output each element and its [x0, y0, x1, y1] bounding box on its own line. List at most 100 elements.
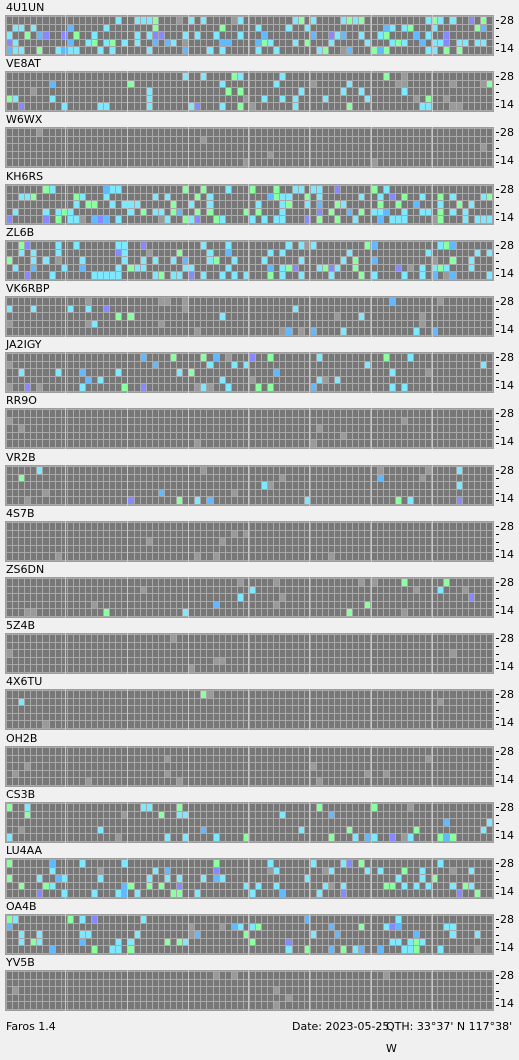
grid-cell	[50, 32, 55, 39]
grid-cell	[195, 594, 200, 601]
grid-cell	[359, 665, 364, 672]
grid-cell	[128, 306, 133, 313]
grid-cell	[135, 490, 140, 497]
grid-cell	[177, 159, 182, 166]
grid-cell	[323, 377, 328, 384]
grid-cell	[201, 425, 206, 432]
grid-cell	[365, 425, 370, 432]
grid-cell	[371, 129, 376, 136]
grid-cell	[317, 250, 322, 257]
grid-cell	[268, 88, 273, 95]
grid-cell	[341, 635, 346, 642]
grid-cell	[444, 306, 449, 313]
grid-cell	[147, 73, 152, 80]
grid-cell	[262, 40, 267, 47]
grid-cell	[43, 354, 48, 361]
grid-cell	[280, 328, 285, 335]
grid-cell	[299, 553, 304, 560]
grid-cell	[128, 194, 133, 201]
grid-cell	[214, 377, 219, 384]
grid-cell	[323, 538, 328, 545]
grid-cell	[141, 272, 146, 279]
grid-cell	[171, 242, 176, 249]
grid-cell	[7, 482, 12, 489]
grid-cell	[31, 216, 36, 223]
grid-cell	[317, 594, 322, 601]
grid-cell	[359, 658, 364, 665]
grid-cell	[74, 201, 79, 208]
grid-cell	[359, 129, 364, 136]
grid-cell	[317, 242, 322, 249]
station-callsign: VE8AT	[6, 57, 41, 70]
grid-cell	[214, 40, 219, 47]
grid-cell	[481, 103, 486, 110]
grid-cell	[463, 665, 468, 672]
grid-cell	[274, 594, 279, 601]
grid-cell	[56, 257, 61, 264]
grid-cell	[195, 25, 200, 32]
grid-cell	[135, 497, 140, 504]
grid-cell	[408, 306, 413, 313]
grid-cell	[268, 216, 273, 223]
grid-cell	[280, 643, 285, 650]
grid-cell	[280, 553, 285, 560]
grid-cell	[323, 497, 328, 504]
grid-cell	[311, 602, 316, 609]
grid-cell	[207, 47, 212, 54]
grid-cell	[353, 242, 358, 249]
grid-cell	[68, 250, 73, 257]
grid-cell	[293, 553, 298, 560]
hour-separator	[371, 15, 372, 56]
grid-cell	[226, 96, 231, 103]
scale-tick	[496, 140, 499, 141]
grid-cell	[92, 587, 97, 594]
grid-cell	[426, 159, 431, 166]
grid-cell	[238, 47, 243, 54]
grid-cell	[7, 194, 12, 201]
grid-cell	[457, 433, 462, 440]
grid-cell	[463, 377, 468, 384]
grid-cell	[390, 362, 395, 369]
grid-cell	[390, 546, 395, 553]
grid-cell	[98, 144, 103, 151]
grid-cell	[116, 186, 121, 193]
grid-cell	[396, 643, 401, 650]
grid-cell	[207, 194, 212, 201]
grid-cell	[274, 306, 279, 313]
grid-cell	[280, 47, 285, 54]
grid-cell	[141, 306, 146, 313]
grid-cell	[159, 159, 164, 166]
grid-cell	[171, 490, 176, 497]
grid-cell	[165, 137, 170, 144]
grid-cell	[438, 209, 443, 216]
grid-cell	[68, 497, 73, 504]
grid-cell	[159, 587, 164, 594]
grid-cell	[378, 194, 383, 201]
grid-cell	[469, 658, 474, 665]
grid-cell	[481, 265, 486, 272]
grid-cell	[7, 594, 12, 601]
grid-cell	[250, 250, 255, 257]
grid-cell	[420, 410, 425, 417]
grid-cell	[80, 497, 85, 504]
grid-cell	[378, 602, 383, 609]
grid-cell	[353, 201, 358, 208]
grid-cell	[390, 553, 395, 560]
grid-cell	[341, 242, 346, 249]
grid-cell	[420, 440, 425, 447]
grid-cell	[153, 497, 158, 504]
grid-cell	[135, 242, 140, 249]
grid-cell	[335, 482, 340, 489]
grid-cell	[214, 129, 219, 136]
grid-cell	[420, 665, 425, 672]
grid-cell	[299, 354, 304, 361]
grid-cell	[116, 635, 121, 642]
grid-cell	[323, 73, 328, 80]
grid-cell	[214, 475, 219, 482]
grid-cell	[329, 328, 334, 335]
grid-cell	[262, 32, 267, 39]
grid-cell	[207, 384, 212, 391]
grid-cell	[80, 602, 85, 609]
grid-cell	[116, 103, 121, 110]
grid-cell	[487, 475, 492, 482]
